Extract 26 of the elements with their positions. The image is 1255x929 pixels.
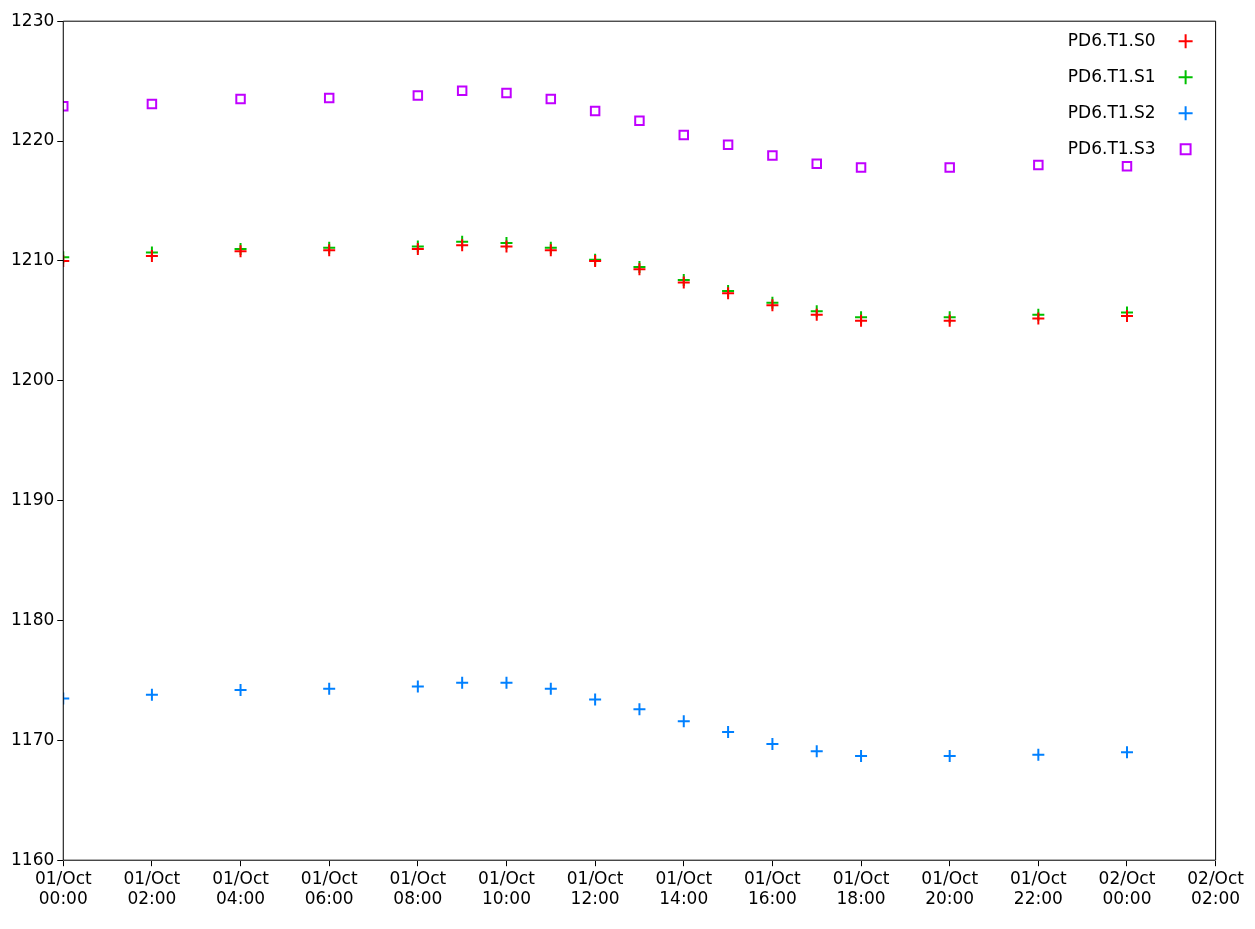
legend-label: PD6.T1.S2: [1067, 101, 1156, 122]
x-tick-label: 01/Oct 18:00: [832, 867, 890, 909]
x-tick-label: 01/Oct 00:00: [34, 867, 92, 909]
x-tick-label: 01/Oct 16:00: [744, 867, 802, 909]
y-tick-label: 1210: [11, 249, 55, 270]
x-tick-label: 01/Oct 08:00: [389, 867, 447, 909]
x-tick-label: 02/Oct 00:00: [1098, 867, 1156, 909]
legend-label: PD6.T1.S3: [1067, 137, 1156, 158]
x-tick-label: 01/Oct 04:00: [212, 867, 270, 909]
x-tick-label: 01/Oct 12:00: [566, 867, 624, 909]
x-tick-label: 01/Oct 06:00: [300, 867, 358, 909]
y-tick-label: 1160: [11, 848, 55, 869]
y-tick-label: 1200: [11, 369, 55, 390]
y-tick-label: 1230: [11, 9, 55, 30]
y-tick-label: 1220: [11, 129, 55, 150]
legend-label: PD6.T1.S0: [1067, 29, 1156, 50]
x-tick-label: 01/Oct 20:00: [921, 867, 979, 909]
x-tick-label: 01/Oct 02:00: [123, 867, 181, 909]
legend-label: PD6.T1.S1: [1067, 65, 1156, 86]
y-tick-label: 1170: [11, 728, 55, 749]
y-tick-label: 1190: [11, 489, 55, 510]
x-tick-label: 01/Oct 14:00: [655, 867, 713, 909]
y-tick-label: 1180: [11, 608, 55, 629]
x-tick-label: 01/Oct 10:00: [478, 867, 536, 909]
x-tick-label: 02/Oct 02:00: [1187, 867, 1245, 909]
x-tick-label: 01/Oct 22:00: [1009, 867, 1068, 909]
